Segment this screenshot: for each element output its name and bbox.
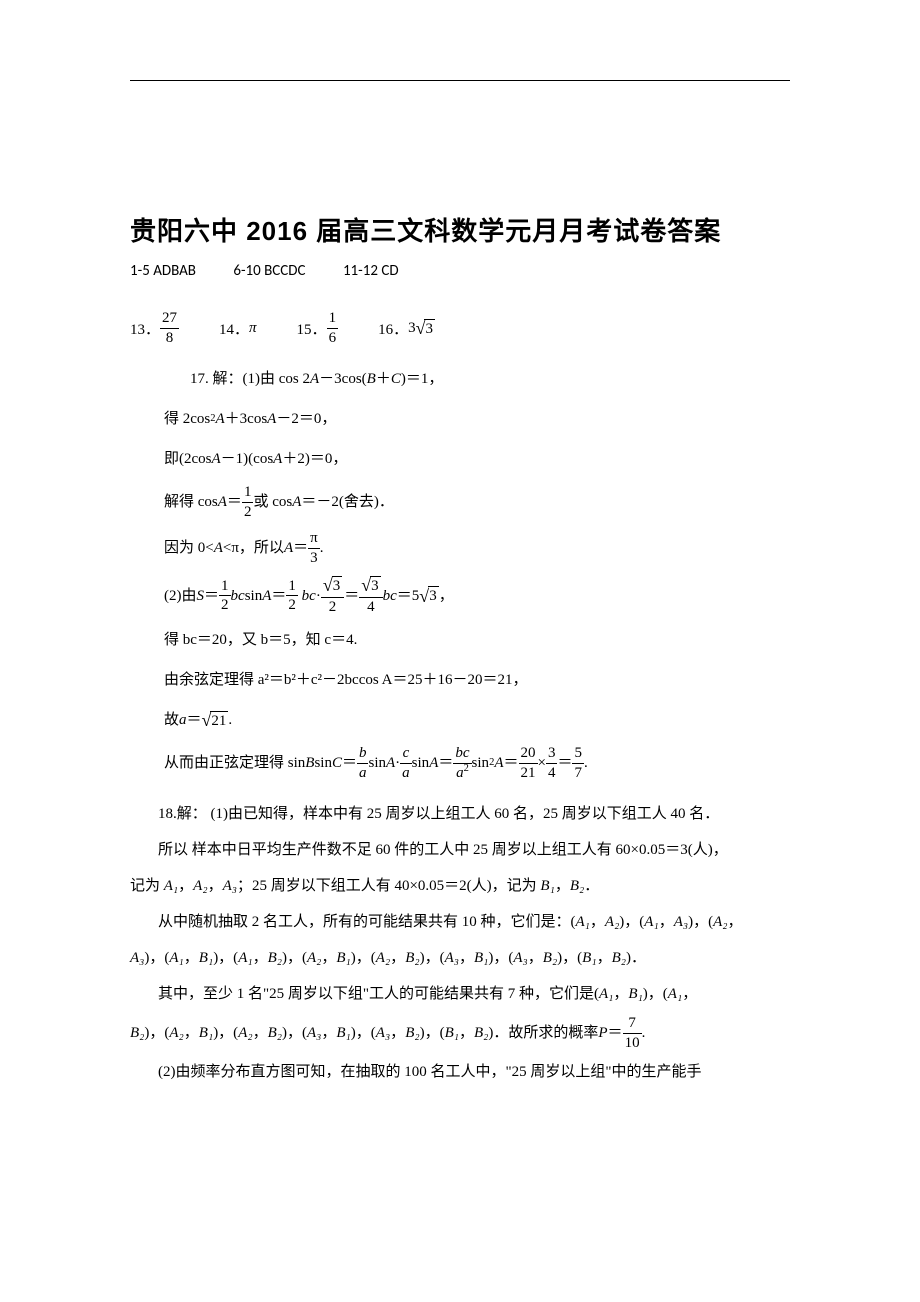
fraction-icon: 2021 <box>519 745 538 781</box>
document-page: 贵阳六中 2016 届高三文科数学元月月考试卷答案 1-5 ADBAB 6-10… <box>0 0 920 1302</box>
fraction-icon: √3 2 <box>321 576 344 615</box>
q18-p2: 所以 样本中日平均生产件数不足 60 件的工人中 25 周岁以上组工人有 60×… <box>130 835 790 865</box>
sqrt-icon: √21 <box>202 711 229 730</box>
fraction-icon: 1 2 <box>219 578 231 614</box>
q17-line6: (2)由 S ＝ 1 2 bc sin A ＝ 1 2 bc · √3 2 <box>130 576 790 615</box>
q18-p4: 从中随机抽取 2 名工人，所有的可能结果共有 10 种，它们是：(A₁，A₂)，… <box>130 907 790 937</box>
fill-in-answers: 13． 27 8 14． π 15． 1 6 16． 3 √ 3 <box>130 310 790 346</box>
q17-line2: 得 2cos2A ＋3cos A －2＝0， <box>130 404 790 434</box>
fraction-icon: 710 <box>623 1015 642 1051</box>
fraction-icon: 1 2 <box>242 484 254 520</box>
q15: 15． 1 6 <box>297 310 339 346</box>
fraction-icon: ca <box>400 745 412 781</box>
fraction-icon: 1 2 <box>286 578 298 614</box>
q17-line3: 即(2cos A －1)(cos A ＋2)＝0， <box>130 444 790 474</box>
fraction-icon: 57 <box>572 745 584 781</box>
header-rule <box>130 80 790 81</box>
q18-p1: 18.解： (1)由已知得，样本中有 25 周岁以上组工人 60 名，25 周岁… <box>130 799 790 829</box>
fraction-icon: √3 4 <box>359 576 382 615</box>
q17-line1: 17. 解：(1)由 cos 2A －3cos(B ＋C )＝1， <box>130 364 790 394</box>
sqrt-icon: √3 <box>419 586 438 605</box>
sqrt-icon: √ 3 <box>416 319 435 338</box>
q18-solution: 18.解： (1)由已知得，样本中有 25 周岁以上组工人 60 名，25 周岁… <box>130 799 790 1087</box>
q18-p7: B₂)，(A₂，B₁)，(A₂，B₂)，(A₃，B₁)，(A₃，B₂)，(B₁，… <box>130 1015 790 1051</box>
q18-p6: 其中，至少 1 名"25 周岁以下组"工人的可能结果共有 7 种，它们是(A₁，… <box>130 979 790 1009</box>
fraction-icon: 27 8 <box>160 310 179 346</box>
q17-line9: 故 a ＝ √21 . <box>130 705 790 735</box>
q17-solution: 17. 解：(1)由 cos 2A －3cos(B ＋C )＝1， 得 2cos… <box>130 364 790 781</box>
q13: 13． 27 8 <box>130 310 179 346</box>
mc-group-3: 11-12 CD <box>343 262 399 280</box>
q16: 16． 3 √ 3 <box>378 318 435 339</box>
fraction-icon: ba <box>357 745 369 781</box>
fraction-icon: 1 6 <box>327 310 339 346</box>
doc-title: 贵阳六中 2016 届高三文科数学元月月考试卷答案 <box>130 211 790 248</box>
mc-group-2: 6-10 BCCDC <box>233 262 305 280</box>
q18-p5: A₃)，(A₁，B₁)，(A₁，B₂)，(A₂，B₁)，(A₂，B₂)，(A₃，… <box>130 943 790 973</box>
mc-group-1: 1-5 ADBAB <box>130 262 196 280</box>
multiple-choice-answers: 1-5 ADBAB 6-10 BCCDC 11-12 CD <box>130 262 790 280</box>
fraction-icon: 34 <box>546 745 558 781</box>
q18-p8: (2)由频率分布直方图可知，在抽取的 100 名工人中，"25 周岁以上组"中的… <box>130 1057 790 1087</box>
q17-line5: 因为 0<A <π，所以 A ＝ π 3 . <box>130 530 790 566</box>
q17-line10: 从而由正弦定理得 sin B sin C ＝ ba sin A · ca sin… <box>130 745 790 781</box>
q17-line8: 由余弦定理得 a²＝b²＋c²－2bccos A＝25＋16－20＝21， <box>130 665 790 695</box>
q17-line7: 得 bc＝20，又 b＝5，知 c＝4. <box>130 625 790 655</box>
fraction-icon: bca2 <box>453 745 471 781</box>
q18-p3: 记为 A₁，A₂，A₃；25 周岁以下组工人有 40×0.05＝2(人)，记为 … <box>130 871 790 901</box>
q17-line4: 解得 cos A ＝ 1 2 或 cos A ＝－2(舍去)． <box>130 484 790 520</box>
q14: 14． π <box>219 318 257 339</box>
fraction-icon: π 3 <box>308 530 320 566</box>
